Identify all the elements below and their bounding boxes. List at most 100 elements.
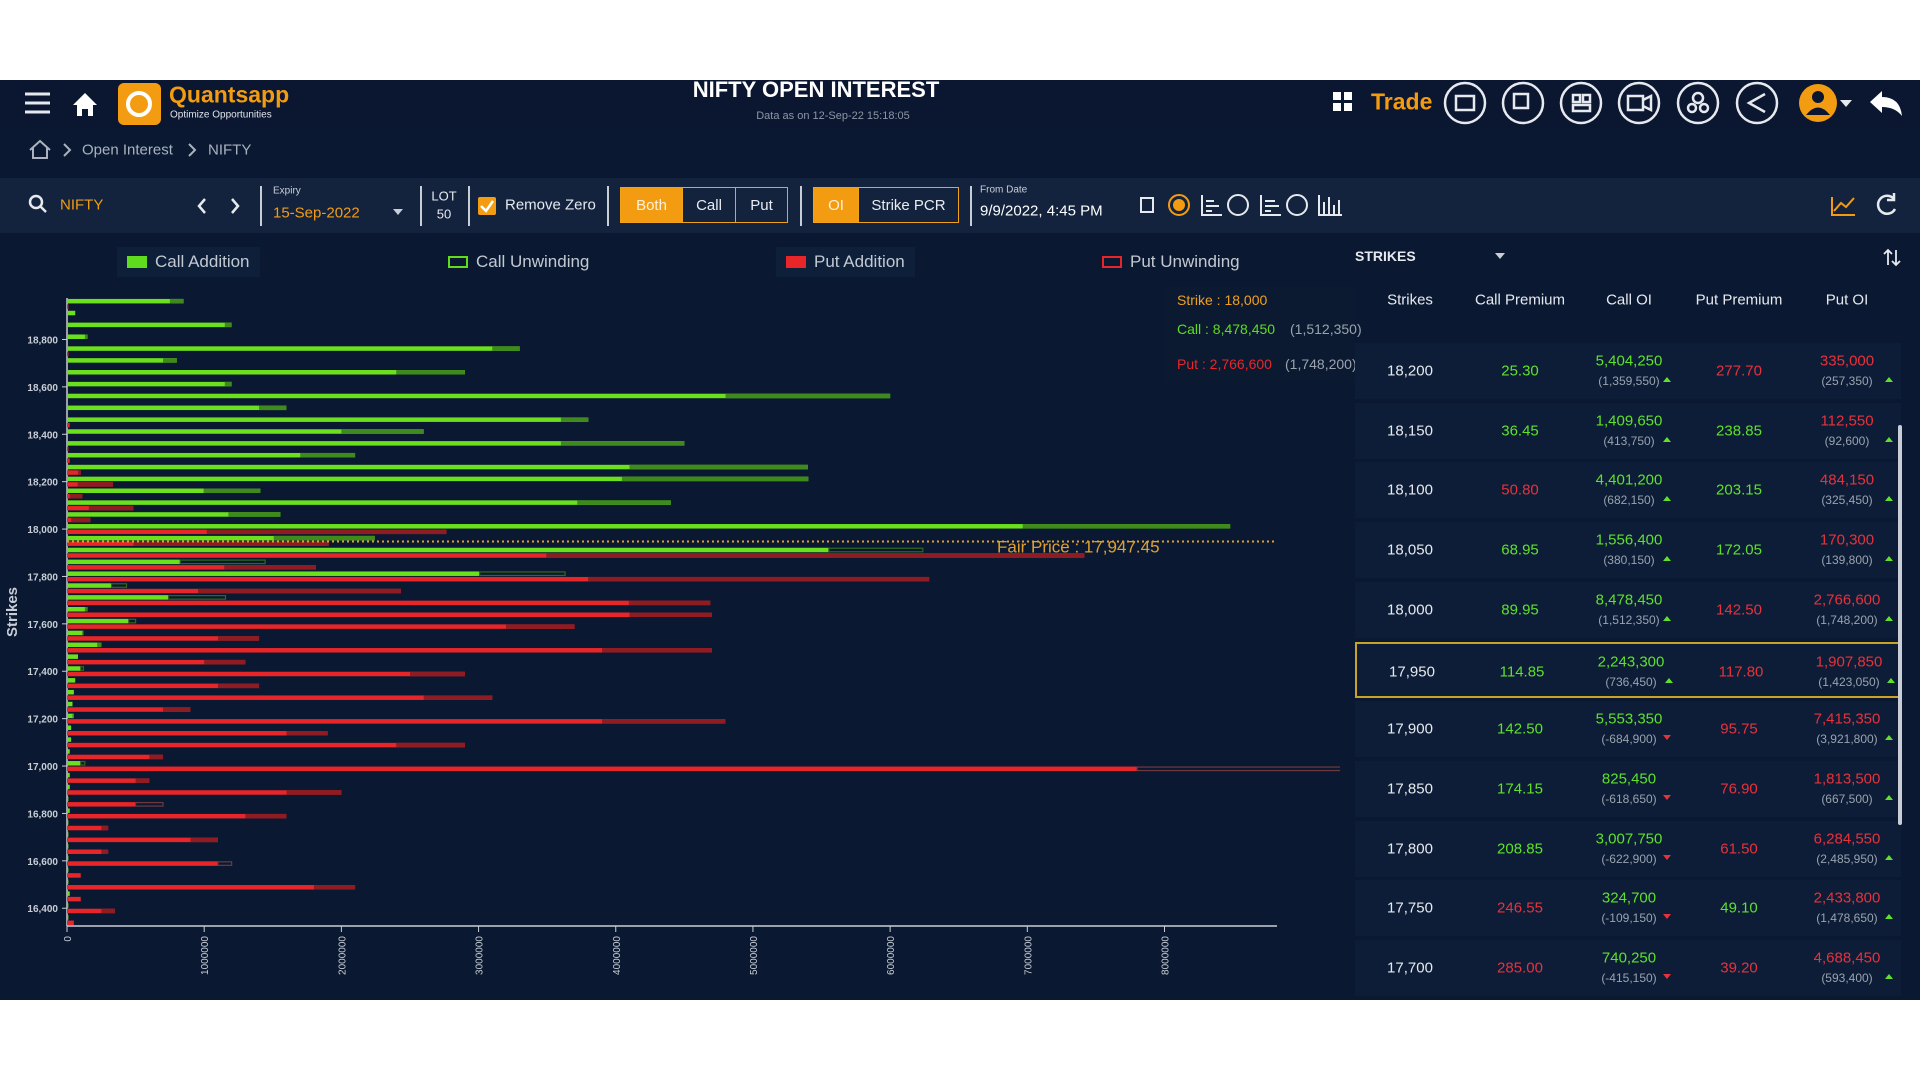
call-oi-bar	[67, 441, 685, 446]
put-oi-change-cell: (667,500)	[1821, 791, 1873, 806]
apps-icon[interactable]	[1333, 92, 1352, 111]
option-button[interactable]: Both	[620, 187, 683, 223]
table-dropdown[interactable]: STRIKES	[1355, 248, 1416, 264]
call-oi-bar	[67, 334, 88, 339]
icon-button[interactable]	[1617, 81, 1661, 125]
from-date-value[interactable]: 9/9/2022, 4:45 PM	[980, 202, 1103, 220]
icon-button[interactable]	[1443, 81, 1487, 125]
put-premium-cell: 172.05	[1716, 541, 1762, 559]
call-addition-bar	[341, 429, 424, 434]
x-tick-label: 0	[63, 936, 74, 942]
put-premium-cell: 76.90	[1720, 780, 1758, 798]
put-oi-cell: 2,433,800	[1813, 889, 1881, 907]
table-row[interactable]: 17,900 142.50 5,553,350 (-684,900) 95.75 7,41…	[1355, 701, 1901, 758]
dropdown-caret[interactable]	[1495, 253, 1505, 259]
put-unwinding-bar	[217, 861, 233, 866]
chart-type-icon[interactable]	[1318, 195, 1342, 216]
icon-button[interactable]	[1501, 81, 1545, 125]
trade-link[interactable]: Trade	[1371, 88, 1433, 115]
icon-button[interactable]	[1559, 81, 1603, 125]
column-header[interactable]: Call OI	[1606, 291, 1652, 309]
option-button[interactable]: Put	[735, 187, 788, 223]
put-oi-bar	[67, 446, 69, 452]
put-oi-bar	[67, 636, 260, 641]
prev-button[interactable]	[197, 198, 206, 214]
table-row[interactable]: 17,950 114.85 2,243,300 (736,450) 117.80 1,90…	[1355, 641, 1901, 698]
chart-type-icon[interactable]	[1201, 195, 1222, 216]
call-oi-bar	[67, 500, 671, 505]
breadcrumb-item[interactable]: Open Interest	[82, 141, 173, 159]
call-addition-bar	[259, 405, 287, 411]
call-oi-cell: 1,556,400	[1595, 531, 1663, 549]
search-icon[interactable]	[28, 194, 44, 210]
strike-cell: 18,150	[1387, 422, 1433, 440]
put-oi-bar	[67, 873, 81, 878]
put-oi-bar	[67, 778, 150, 783]
chart-type-icon[interactable]	[1260, 195, 1281, 216]
scrollbar[interactable]	[1898, 425, 1902, 825]
back-icon[interactable]	[1870, 91, 1902, 116]
call-oi-bar	[67, 725, 72, 730]
expiry-caret[interactable]	[393, 209, 403, 215]
call-premium-cell: 89.95	[1501, 601, 1539, 619]
search-value[interactable]: NIFTY	[60, 196, 104, 214]
next-button[interactable]	[231, 198, 240, 214]
calendar-icon[interactable]	[1140, 197, 1154, 213]
put-addition-bar	[423, 695, 493, 700]
table-row[interactable]: 17,850 174.15 825,450 (-618,650) 76.90 1,813,…	[1355, 760, 1901, 817]
column-header[interactable]: Put Premium	[1695, 291, 1783, 309]
column-header[interactable]: Call Premium	[1474, 291, 1566, 309]
call-unwinding-bar	[80, 760, 86, 766]
mode-button[interactable]: Strike PCR	[858, 187, 959, 223]
table-row[interactable]: 18,050 68.95 1,556,400 (380,150) 172.05 170,3…	[1355, 522, 1901, 579]
brand: Quantsapp	[169, 81, 290, 108]
strike-cell: 17,850	[1387, 780, 1433, 798]
call-premium-cell: 285.00	[1497, 959, 1543, 977]
share-button[interactable]	[1735, 81, 1779, 125]
logo[interactable]	[118, 83, 161, 125]
table-row[interactable]: 18,150 36.45 1,409,650 (413,750) 238.85 112,5…	[1355, 402, 1901, 459]
table-row[interactable]: 18,200 25.30 5,404,250 (1,359,550) 277.70 335…	[1355, 343, 1901, 399]
legend-item[interactable]: Put Addition	[776, 247, 915, 277]
radio[interactable]	[1227, 194, 1249, 216]
radio[interactable]	[1286, 194, 1308, 216]
icon-glyph	[1581, 93, 1592, 104]
breadcrumb-item[interactable]: NIFTY	[208, 141, 252, 159]
legend-item[interactable]: Put Unwinding	[1092, 247, 1250, 277]
call-oi-bar	[67, 642, 102, 648]
column-header[interactable]: Strikes	[1387, 291, 1433, 309]
toolbar	[0, 178, 1920, 233]
expiry-value[interactable]: 15-Sep-2022	[273, 204, 360, 222]
call-addition-bar	[621, 476, 809, 482]
table-row[interactable]: 17,700 285.00 740,250 (-415,150) 39.20 4,688,…	[1355, 940, 1901, 996]
put-addition-bar	[77, 470, 81, 475]
put-addition-bar	[396, 742, 465, 748]
sort-button[interactable]	[1883, 248, 1901, 267]
call-oi-bar	[67, 666, 81, 671]
put-oi-bar	[67, 719, 726, 724]
put-addition-bar	[602, 719, 726, 724]
table-row[interactable]: 17,800 208.85 3,007,750 (-622,900) 61.50 6,28…	[1355, 820, 1901, 877]
table-row[interactable]: 18,000 89.95 8,478,450 (1,512,350) 142.50 2,7…	[1355, 581, 1901, 638]
legend-item[interactable]: Call Unwinding	[438, 247, 599, 277]
table-row[interactable]: 17,750 246.55 324,700 (-109,150) 49.10 2,433,…	[1355, 880, 1901, 937]
table-row[interactable]: 18,100 50.80 4,401,200 (682,150) 203.15 484,1…	[1355, 462, 1901, 519]
radio-selected[interactable]	[1168, 194, 1190, 216]
call-oi-bar	[67, 346, 520, 351]
mode-button[interactable]: OI	[813, 187, 859, 223]
y-tick-label: 16,800	[27, 809, 58, 820]
put-oi-bar	[67, 861, 218, 866]
legend-item[interactable]: Call Addition	[117, 247, 260, 277]
icon-button[interactable]	[1676, 81, 1720, 125]
refresh-button[interactable]	[1876, 193, 1897, 215]
call-oi-bar	[67, 405, 287, 411]
avatar-caret[interactable]	[1840, 100, 1852, 107]
breadcrumb-home[interactable]	[29, 139, 51, 159]
remove-zero-label[interactable]: Remove Zero	[505, 196, 596, 214]
put-premium-cell: 49.10	[1720, 899, 1758, 917]
menu-icon[interactable]	[25, 92, 50, 114]
call-oi-change-cell: (-622,900)	[1601, 851, 1657, 866]
chart-toggle[interactable]	[1831, 197, 1855, 216]
home-icon[interactable]	[73, 93, 97, 116]
column-header[interactable]: Put OI	[1825, 291, 1869, 309]
